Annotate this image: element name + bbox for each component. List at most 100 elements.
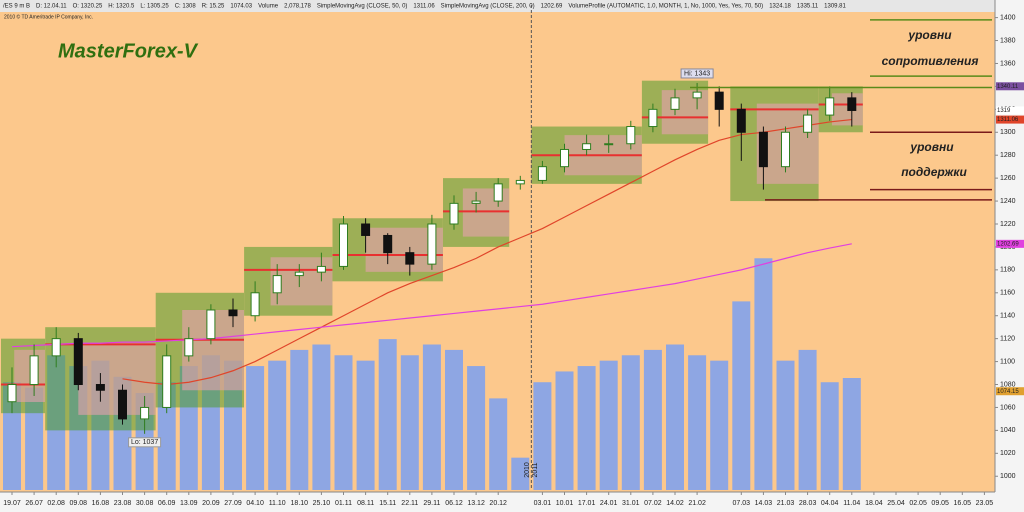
y-tick-label: 1000 <box>1000 473 1016 480</box>
y-tick-label: 1040 <box>1000 427 1016 434</box>
volume-bar <box>732 301 751 490</box>
volume-bar <box>356 360 375 490</box>
x-tick-label: 18.04 <box>865 500 883 507</box>
x-tick-label: 13.09 <box>180 500 198 507</box>
x-tick-label: 20.09 <box>202 500 220 507</box>
candle-body <box>670 97 680 110</box>
header-item: H: 1320.5 <box>108 4 135 10</box>
candle-body <box>626 126 636 145</box>
x-tick-label: 09.08 <box>70 500 88 507</box>
volume-bar <box>621 355 640 490</box>
volume-bar <box>820 382 839 490</box>
moving-average <box>11 243 852 348</box>
x-tick-label: 01.11 <box>335 500 352 507</box>
x-tick-label: 25.04 <box>887 500 905 507</box>
volume-bar <box>290 349 309 490</box>
candle-body <box>803 114 813 133</box>
x-tick-label: 08.11 <box>357 500 374 507</box>
header-item: L: 1305.25 <box>140 4 169 10</box>
x-tick-label: 02.05 <box>909 500 927 507</box>
volume-bar <box>798 349 817 490</box>
candle-body <box>758 131 768 168</box>
lo-box <box>128 437 162 448</box>
volume-bar <box>378 339 397 490</box>
y-tick-label: 1240 <box>1000 198 1016 205</box>
volume-bar <box>157 382 176 490</box>
candle-body <box>294 271 304 277</box>
x-tick-label: 26.07 <box>25 500 43 507</box>
candle-body <box>405 252 415 265</box>
x-tick-label: 16.08 <box>92 500 110 507</box>
y-tick-label: 1380 <box>1000 37 1016 44</box>
x-tick-label: 15.11 <box>379 500 396 507</box>
header-item: O: 1320.25 <box>73 4 103 10</box>
price-flag-label: 1074.15 <box>997 389 1019 395</box>
candle-body <box>560 148 569 168</box>
support-text: уровни <box>909 140 954 154</box>
x-tick-label: 19.07 <box>3 500 21 507</box>
volume-bar <box>334 355 353 490</box>
candle-body <box>272 275 282 294</box>
price-flag <box>996 387 1024 396</box>
header-bar <box>0 0 995 12</box>
y-tick-label: 1180 <box>1000 267 1015 274</box>
volume-bar <box>25 387 44 490</box>
x-tick-label: 11.10 <box>269 500 286 507</box>
price-flag-label: 1340.11 <box>997 84 1019 90</box>
y-tick-label: 1160 <box>1000 290 1015 297</box>
volume-bar <box>688 355 707 490</box>
x-tick-label: 30.08 <box>136 500 154 507</box>
x-tick-label: 09.05 <box>931 500 949 507</box>
price-flag <box>996 82 1024 91</box>
y-tick-label: 1400 <box>1000 14 1016 21</box>
volume-bar <box>422 344 441 490</box>
x-tick-label: 06.09 <box>158 500 176 507</box>
candle-body <box>736 108 746 133</box>
x-tick-label: 07.03 <box>733 500 751 507</box>
candle-body <box>537 166 547 181</box>
header-item: C: 1308 <box>175 4 197 10</box>
volume-bar <box>268 360 287 490</box>
candle-body <box>582 143 592 150</box>
candle-body <box>206 309 216 340</box>
candle-body <box>316 265 326 273</box>
y-tick-label: 1220 <box>1000 221 1016 228</box>
header-item: 1074.03 <box>230 4 252 10</box>
lo-label: Lo: 1037 <box>131 439 158 446</box>
candle-body <box>29 355 39 386</box>
header-item: Volume <box>258 4 279 10</box>
price-flag <box>996 115 1024 124</box>
x-tick-label: 02.08 <box>47 500 65 507</box>
candle-body <box>118 389 127 420</box>
volume-bar <box>754 258 773 490</box>
header-item: /ES 9 m B <box>3 4 30 10</box>
x-tick-label: 29.11 <box>423 500 440 507</box>
candle-body <box>184 338 194 357</box>
volume-bar <box>246 366 265 490</box>
volume-bar <box>489 398 508 490</box>
candle-body <box>7 384 17 403</box>
volume-bar <box>666 344 684 490</box>
x-tick-label: 10.01 <box>556 500 574 507</box>
candle-body <box>140 406 150 420</box>
candle-body <box>781 131 790 168</box>
x-tick-label: 13.12 <box>467 500 485 507</box>
x-tick-label: 27.09 <box>224 500 242 507</box>
price-flag-label: 1202.69 <box>997 241 1019 247</box>
candle-body <box>847 97 857 111</box>
resistance-text: уровни <box>907 28 952 42</box>
volume-bar <box>467 366 486 490</box>
price-flag-label: 1319 <box>997 108 1011 114</box>
header-item: VolumeProfile (AUTOMATIC, 1.0, MONTH, 1,… <box>568 4 763 10</box>
candle-body <box>250 292 260 317</box>
header-item: SimpleMovingAvg (CLOSE, 50, 0) <box>317 4 408 10</box>
support-text: поддержки <box>901 165 967 179</box>
candle-body <box>427 223 437 265</box>
x-tick-label: 06.12 <box>445 500 463 507</box>
resistance-text: сопротивления <box>882 54 979 68</box>
x-tick-label: 31.01 <box>622 500 640 507</box>
year-label: 2010 <box>524 462 531 478</box>
hi-box <box>680 68 714 79</box>
year-label: 2011 <box>532 462 539 477</box>
